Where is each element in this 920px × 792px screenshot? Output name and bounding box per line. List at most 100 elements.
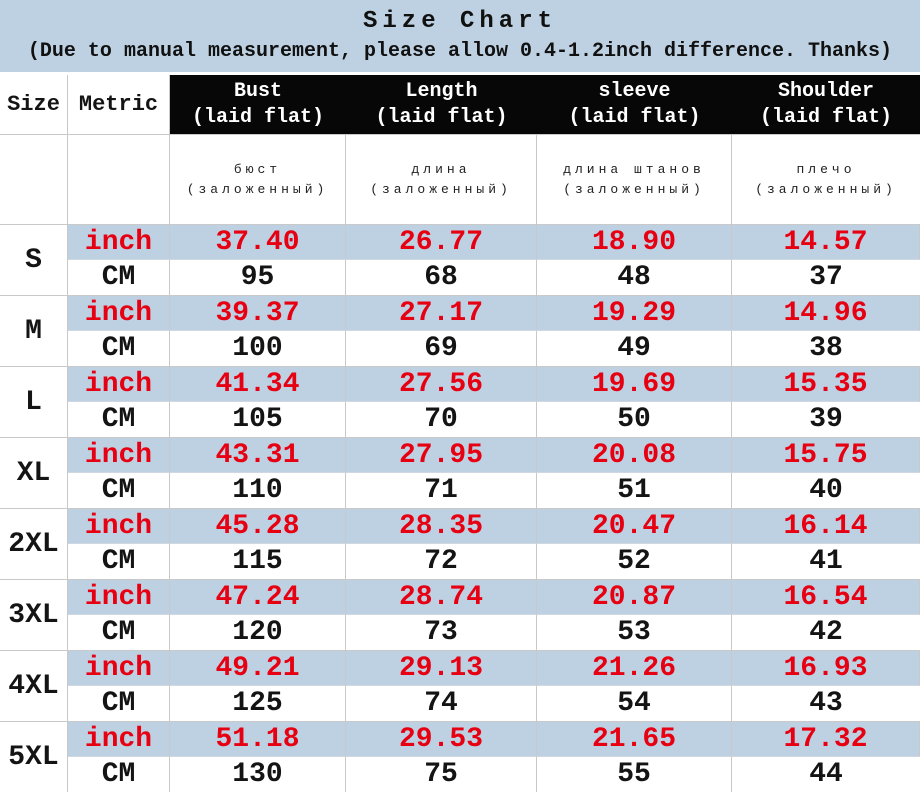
bust-inch-value: 51.18 (170, 722, 346, 757)
russian-note: (заложенный) (563, 181, 705, 197)
length-inch-value: 27.56 (346, 367, 537, 402)
shoulder-inch-value: 16.14 (732, 509, 920, 544)
russian-note: (заложенный) (755, 181, 897, 197)
length-cm-value: 74 (346, 686, 537, 721)
size-label: 3XL (0, 580, 68, 650)
length-cm-value: 70 (346, 402, 537, 437)
size-label: XL (0, 438, 68, 508)
size-label: 2XL (0, 509, 68, 579)
size-label: 5XL (0, 722, 68, 792)
unit-inch-label: inch (68, 438, 170, 473)
column-header-sleeve: sleeve (laid flat) (537, 75, 732, 135)
shoulder-inch-value: 16.54 (732, 580, 920, 615)
column-header-note: (laid flat) (191, 105, 325, 129)
length-cm-value: 69 (346, 331, 537, 366)
size-row-group-s: S inch 37.40 26.77 18.90 14.57 CM 95 68 … (0, 225, 920, 296)
bust-inch-value: 45.28 (170, 509, 346, 544)
shoulder-cm-value: 43 (732, 686, 920, 721)
banner-subtitle: (Due to manual measurement, please allow… (27, 40, 893, 63)
size-column-header: Size (0, 75, 68, 135)
empty-corner-cell (0, 135, 68, 225)
metric-column-header: Metric (68, 75, 170, 135)
empty-corner-cell (68, 135, 170, 225)
shoulder-cm-value: 37 (732, 260, 920, 295)
size-label: M (0, 296, 68, 366)
unit-inch-label: inch (68, 225, 170, 260)
sleeve-cm-value: 55 (537, 757, 732, 792)
size-row-group-4xl: 4XL inch 49.21 29.13 21.26 16.93 CM 125 … (0, 651, 920, 722)
length-inch-value: 26.77 (346, 225, 537, 260)
sleeve-cm-value: 50 (537, 402, 732, 437)
size-row-group-l: L inch 41.34 27.56 19.69 15.35 CM 105 70… (0, 367, 920, 438)
size-label: L (0, 367, 68, 437)
sleeve-inch-value: 20.08 (537, 438, 732, 473)
page-title: Size Chart (362, 8, 558, 35)
sleeve-inch-value: 21.26 (537, 651, 732, 686)
russian-header-bust: бюст (заложенный) (170, 135, 346, 225)
unit-cm-label: CM (68, 331, 170, 366)
sleeve-inch-value: 20.47 (537, 509, 732, 544)
sleeve-inch-value: 19.29 (537, 296, 732, 331)
shoulder-cm-value: 40 (732, 473, 920, 508)
column-header-note: (laid flat) (375, 105, 508, 129)
table-header-row: Size Metric Bust (laid flat) Length (lai… (0, 75, 920, 135)
banner: Size Chart (Due to manual measurement, p… (0, 0, 920, 72)
shoulder-inch-value: 16.93 (732, 651, 920, 686)
length-inch-value: 29.13 (346, 651, 537, 686)
bust-inch-value: 47.24 (170, 580, 346, 615)
bust-cm-value: 120 (170, 615, 346, 650)
sleeve-inch-value: 18.90 (537, 225, 732, 260)
shoulder-cm-value: 41 (732, 544, 920, 579)
unit-cm-label: CM (68, 544, 170, 579)
russian-header-sleeve: длина штанов (заложенный) (537, 135, 732, 225)
sleeve-cm-value: 48 (537, 260, 732, 295)
size-label: S (0, 225, 68, 295)
unit-inch-label: inch (68, 296, 170, 331)
length-cm-value: 72 (346, 544, 537, 579)
length-inch-value: 28.74 (346, 580, 537, 615)
russian-note: (заложенный) (186, 181, 329, 197)
length-inch-value: 28.35 (346, 509, 537, 544)
bust-inch-value: 41.34 (170, 367, 346, 402)
russian-subheader-row: бюст (заложенный) длина (заложенный) дли… (0, 135, 920, 225)
unit-cm-label: CM (68, 757, 170, 792)
column-header-shoulder: Shoulder (laid flat) (732, 75, 920, 135)
shoulder-cm-value: 44 (732, 757, 920, 792)
length-inch-value: 27.17 (346, 296, 537, 331)
sleeve-cm-value: 49 (537, 331, 732, 366)
shoulder-inch-value: 17.32 (732, 722, 920, 757)
russian-header-shoulder: плечо (заложенный) (732, 135, 920, 225)
bust-cm-value: 95 (170, 260, 346, 295)
sleeve-inch-value: 21.65 (537, 722, 732, 757)
size-row-group-m: M inch 39.37 27.17 19.29 14.96 CM 100 69… (0, 296, 920, 367)
unit-cm-label: CM (68, 260, 170, 295)
shoulder-inch-value: 14.96 (732, 296, 920, 331)
sleeve-cm-value: 52 (537, 544, 732, 579)
unit-inch-label: inch (68, 367, 170, 402)
bust-inch-value: 43.31 (170, 438, 346, 473)
unit-cm-label: CM (68, 615, 170, 650)
shoulder-inch-value: 15.75 (732, 438, 920, 473)
bust-inch-value: 37.40 (170, 225, 346, 260)
shoulder-inch-value: 15.35 (732, 367, 920, 402)
column-header-length: Length (laid flat) (346, 75, 537, 135)
length-cm-value: 73 (346, 615, 537, 650)
unit-inch-label: inch (68, 651, 170, 686)
banner-divider (0, 72, 920, 75)
bust-cm-value: 115 (170, 544, 346, 579)
sleeve-inch-value: 19.69 (537, 367, 732, 402)
sleeve-cm-value: 51 (537, 473, 732, 508)
column-header-label: Shoulder (777, 79, 874, 103)
unit-cm-label: CM (68, 686, 170, 721)
sleeve-inch-value: 20.87 (537, 580, 732, 615)
size-row-group-2xl: 2XL inch 45.28 28.35 20.47 16.14 CM 115 … (0, 509, 920, 580)
shoulder-cm-value: 42 (732, 615, 920, 650)
bust-cm-value: 130 (170, 757, 346, 792)
bust-inch-value: 39.37 (170, 296, 346, 331)
column-header-bust: Bust (laid flat) (170, 75, 346, 135)
unit-inch-label: inch (68, 580, 170, 615)
unit-cm-label: CM (68, 402, 170, 437)
bust-cm-value: 105 (170, 402, 346, 437)
length-inch-value: 27.95 (346, 438, 537, 473)
